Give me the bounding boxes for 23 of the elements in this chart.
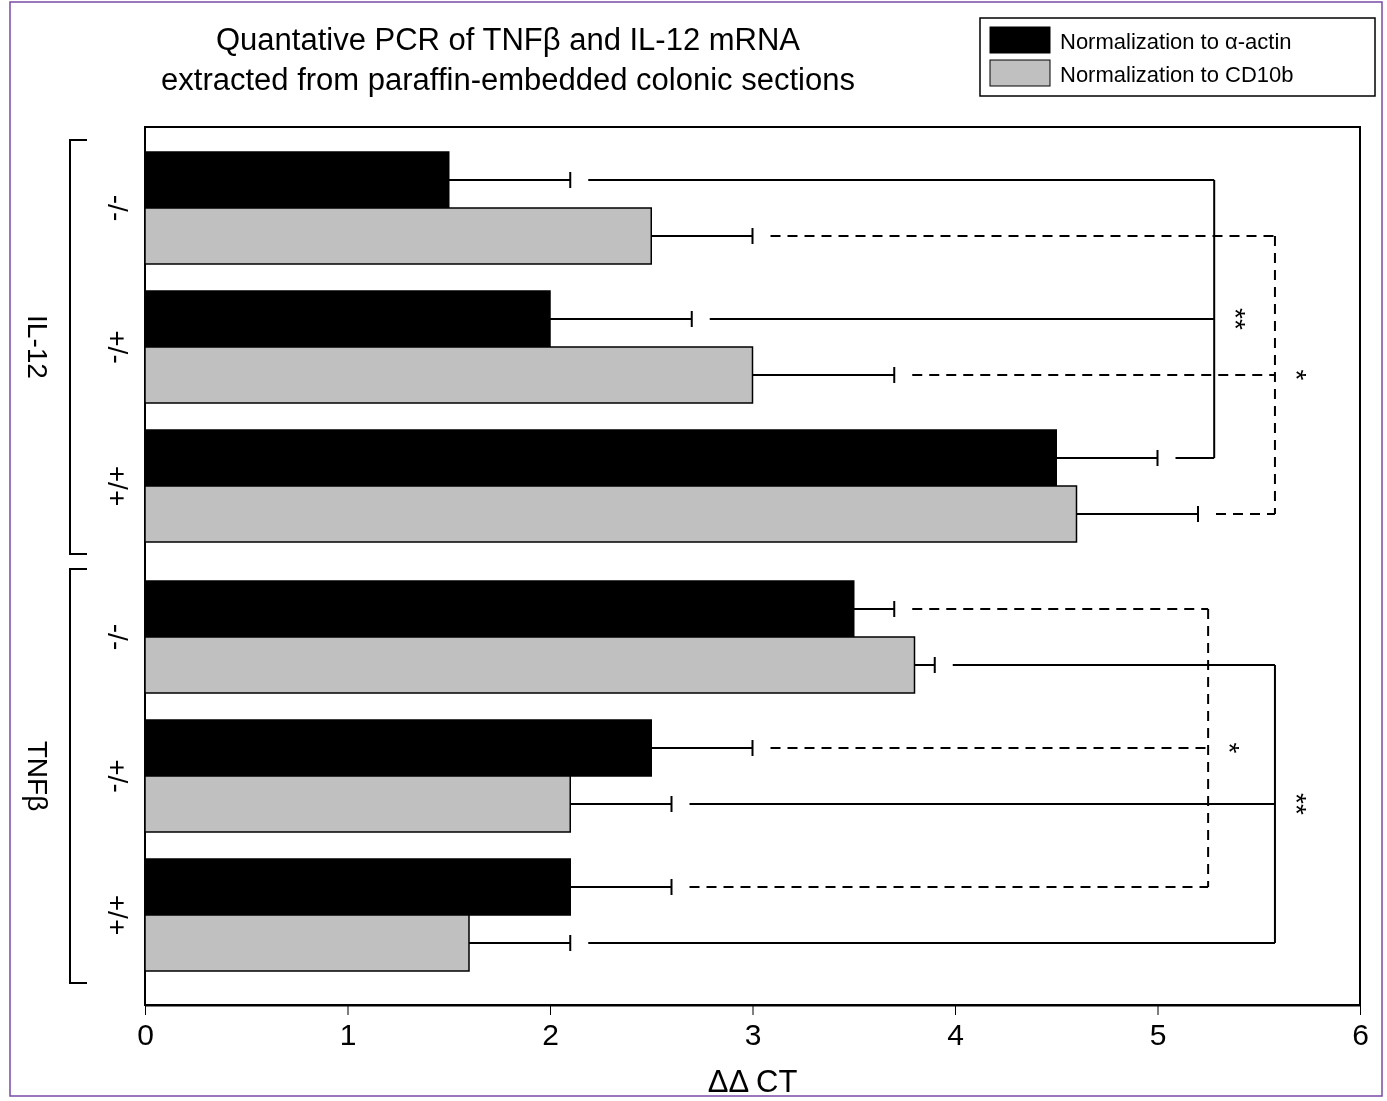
annotation: **	[1220, 308, 1252, 330]
x-axis-title: ΔΔ CT	[707, 1064, 798, 1099]
x-tick-label: 1	[339, 1018, 357, 1051]
y-tick-label: -/-	[102, 623, 133, 651]
text: TNFβ	[22, 740, 53, 812]
y-tick-label: +/-	[102, 759, 133, 793]
chart-title: Quantative PCR of TNFβ and IL-12 mRNA extracted from paraffin-embedded colonic sections	[161, 22, 855, 97]
x-tick-label: 4	[947, 1018, 964, 1051]
x-tick-label: 6	[1352, 1018, 1369, 1051]
y-tick-label: -/-	[102, 194, 133, 222]
annotation: *	[1280, 369, 1312, 381]
x-tick-label: 2	[542, 1018, 559, 1051]
annotation: *	[1214, 742, 1246, 754]
x-tick-label: 5	[1149, 1018, 1167, 1051]
x-tick-label: 3	[744, 1018, 762, 1051]
annotation: **	[1280, 793, 1312, 815]
legend-label: Normalization to α-actin	[1060, 29, 1292, 54]
text: IL-12	[22, 315, 53, 379]
y-tick-label: +/+	[102, 894, 133, 936]
legend-label: Normalization to CD10b	[1060, 62, 1294, 87]
y-tick-label: +/+	[102, 465, 133, 507]
y-tick-label: +/-	[102, 330, 133, 364]
x-tick-label: 0	[137, 1018, 154, 1051]
